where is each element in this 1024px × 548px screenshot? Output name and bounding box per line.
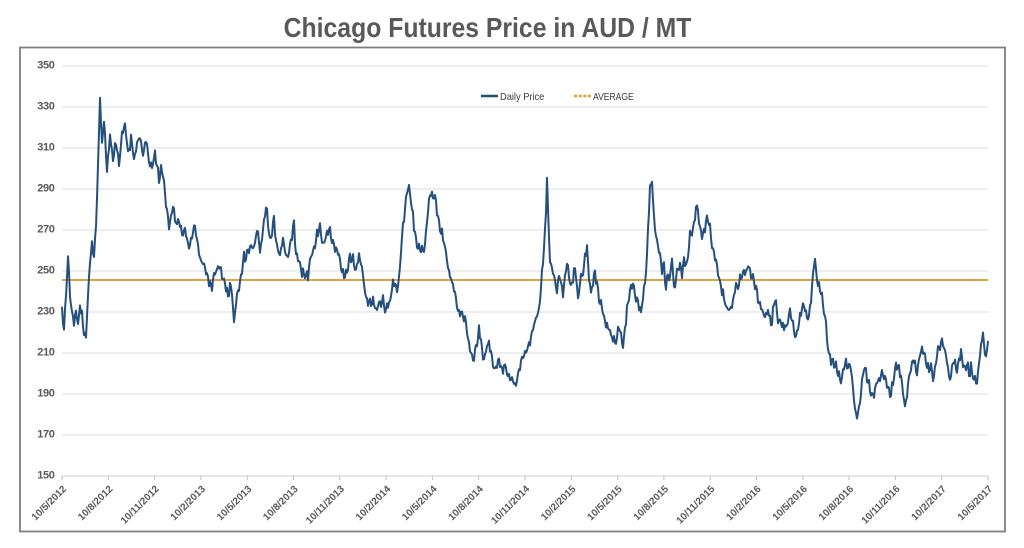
svg-text:10/8/2015: 10/8/2015 <box>632 484 672 524</box>
svg-text:170: 170 <box>37 429 55 441</box>
svg-text:10/11/2016: 10/11/2016 <box>860 484 903 527</box>
svg-text:10/11/2012: 10/11/2012 <box>119 484 162 527</box>
svg-text:210: 210 <box>37 347 55 359</box>
svg-text:AVERAGE: AVERAGE <box>593 90 634 102</box>
svg-text:10/2/2013: 10/2/2013 <box>169 484 209 524</box>
svg-text:10/5/2016: 10/5/2016 <box>771 484 811 524</box>
svg-text:270: 270 <box>37 224 55 236</box>
svg-text:10/5/2012: 10/5/2012 <box>30 484 70 524</box>
svg-text:10/2/2015: 10/2/2015 <box>539 484 579 524</box>
svg-text:10/8/2012: 10/8/2012 <box>76 484 116 524</box>
svg-text:330: 330 <box>37 101 55 113</box>
svg-text:190: 190 <box>37 388 55 400</box>
svg-text:10/11/2013: 10/11/2013 <box>304 484 347 527</box>
svg-text:10/5/2013: 10/5/2013 <box>215 484 255 524</box>
svg-text:350: 350 <box>37 60 55 72</box>
svg-text:10/2/2017: 10/2/2017 <box>910 484 950 524</box>
svg-text:10/8/2016: 10/8/2016 <box>817 484 857 524</box>
svg-text:310: 310 <box>37 142 55 154</box>
svg-text:10/5/2017: 10/5/2017 <box>956 484 996 524</box>
svg-text:10/8/2013: 10/8/2013 <box>261 484 301 524</box>
svg-text:Daily Price: Daily Price <box>500 92 544 104</box>
svg-text:10/8/2014: 10/8/2014 <box>447 484 487 524</box>
svg-text:10/2/2014: 10/2/2014 <box>354 484 394 524</box>
svg-text:10/5/2015: 10/5/2015 <box>585 484 625 524</box>
svg-text:Chicago Futures Price in AUD /: Chicago Futures Price in AUD / MT <box>284 12 692 44</box>
svg-text:250: 250 <box>37 265 55 277</box>
svg-text:290: 290 <box>37 183 55 195</box>
svg-text:10/2/2016: 10/2/2016 <box>724 484 764 524</box>
svg-text:230: 230 <box>37 306 55 318</box>
svg-text:150: 150 <box>37 470 55 482</box>
svg-text:10/11/2015: 10/11/2015 <box>675 484 718 527</box>
svg-text:10/5/2014: 10/5/2014 <box>400 484 440 524</box>
svg-text:10/11/2014: 10/11/2014 <box>489 484 532 527</box>
